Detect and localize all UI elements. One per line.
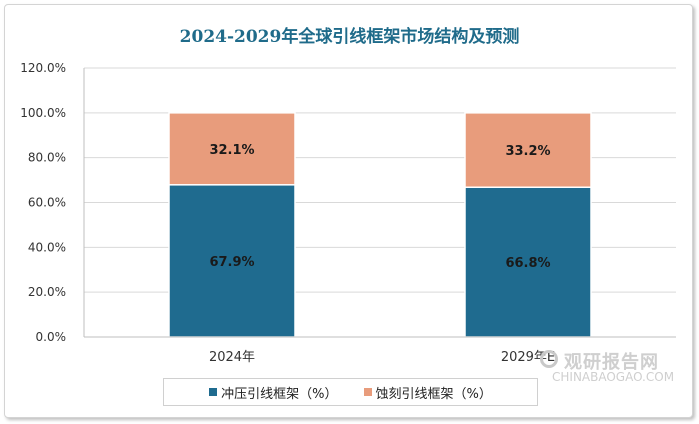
y-tick-label: 40.0% [28,240,66,254]
watermark-en: CHINABAOGAO.COM [552,370,675,384]
legend: 冲压引线框架（%） 蚀刻引线框架（%） [163,378,538,406]
bar-segment [168,112,296,186]
y-tick-label: 120.0% [20,61,66,75]
legend-label-stamped: 冲压引线框架（%） [221,386,338,402]
bar-segment [464,186,592,338]
data-label: 67.9% [209,255,254,270]
y-tick-label: 20.0% [28,285,66,299]
legend-swatch-etched [363,388,372,396]
legend-swatch-stamped [209,388,218,396]
y-tick-label: 60.0% [28,196,66,210]
chart-title: 2024-2029年全球引线框架市场结构及预测 [179,27,520,47]
legend-item-etched: 蚀刻引线框架（%） [363,383,492,402]
y-tick-label: 0.0% [36,330,67,344]
watermark: 观研报告网 CHINABAOGAO.COM [540,348,690,390]
data-label: 32.1% [209,143,254,158]
data-label: 33.2% [505,144,550,159]
bar-segment [464,112,592,189]
legend-item-stamped: 冲压引线框架（%） [209,383,338,402]
watermark-cn: 观研报告网 [564,352,659,373]
y-tick-label: 100.0% [20,106,66,120]
circle-logo-icon [540,350,558,368]
data-label: 66.8% [505,256,550,271]
y-axis: 0.0% 20.0% 40.0% 60.0% 80.0% 100.0% 120.0% [20,61,85,344]
y-tick-label: 80.0% [28,151,66,165]
x-tick-label: 2024年 [209,350,255,365]
bars: 67.9% 32.1% 66.8% 33.2% [168,112,592,338]
legend-label-etched: 蚀刻引线框架（%） [375,386,492,402]
